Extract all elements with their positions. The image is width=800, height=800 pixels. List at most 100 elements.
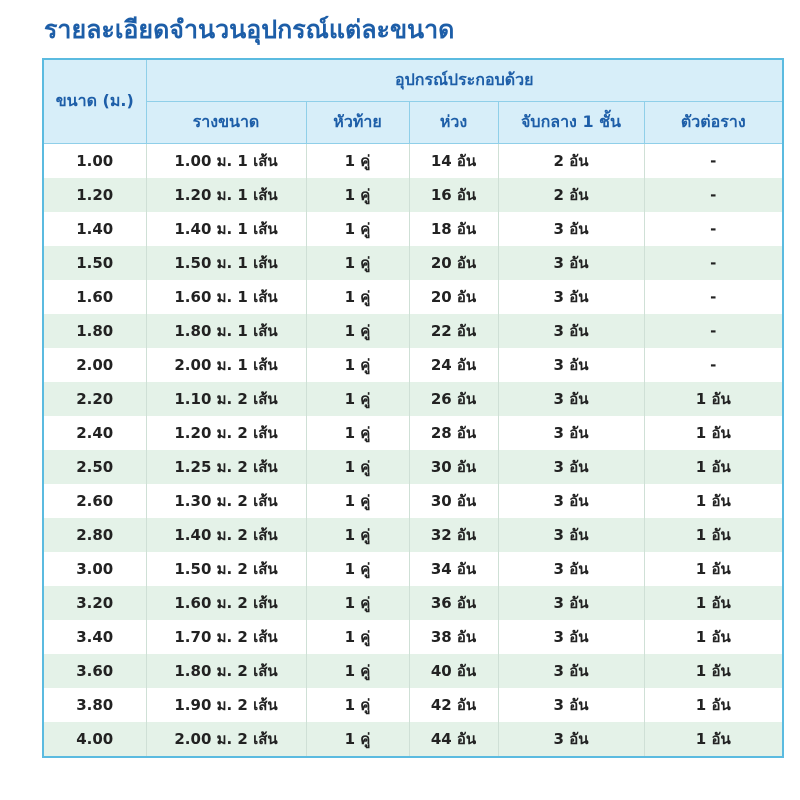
table-cell: 24 อัน	[408, 348, 498, 382]
table-cell: 4.00	[42, 722, 146, 757]
table-row: 3.80 1.90 ม. 2 เส้น 1 คู่ 42 อัน 3 อัน 1 อัน	[42, 688, 784, 722]
table-cell: 36 อัน	[408, 586, 498, 620]
table-row: 2.80 1.40 ม. 2 เส้น 1 คู่ 32 อัน 3 อัน 1 อัน	[42, 518, 784, 552]
table-cell: 3 อัน	[497, 722, 644, 757]
table-cell: 1.60	[42, 280, 146, 314]
table-row: 2.40 1.20 ม. 2 เส้น 1 คู่ 28 อัน 3 อัน 1 อัน	[42, 416, 784, 450]
table-cell: 1 อัน	[643, 586, 784, 620]
table-cell: 3.40	[42, 620, 146, 654]
table-cell: 1 คู่	[305, 212, 409, 246]
table-cell: 2.60	[42, 484, 146, 518]
table-cell: -	[643, 348, 784, 382]
table-cell: 2.00	[42, 348, 146, 382]
table-cell: 1 คู่	[305, 450, 409, 484]
table-row: 1.80 1.80 ม. 1 เส้น 1 คู่ 22 อัน 3 อัน -	[42, 314, 784, 348]
table-cell: 1 คู่	[305, 382, 409, 416]
table-row: 1.50 1.50 ม. 1 เส้น 1 คู่ 20 อัน 3 อัน -	[42, 246, 784, 280]
table-cell: 1 อัน	[643, 382, 784, 416]
title: รายละเอียดจำนวนอุปกรณ์แต่ละขนาด	[44, 15, 455, 44]
table-cell: 20 อัน	[408, 280, 498, 314]
table-cell: 1.50	[42, 246, 146, 280]
table-cell: 18 อัน	[408, 212, 498, 246]
table-cell: 3.80	[42, 688, 146, 722]
table-cell: 2.00 ม. 2 เส้น	[145, 722, 306, 757]
column-header: จับกลาง 1 ชั้น	[497, 101, 645, 144]
table-cell: 1.10 ม. 2 เส้น	[145, 382, 306, 416]
table-cell: 3 อัน	[497, 246, 644, 280]
table-cell: 28 อัน	[408, 416, 498, 450]
table-cell: 1 คู่	[305, 688, 409, 722]
table-cell: 1 อัน	[643, 416, 784, 450]
table-row: 2.50 1.25 ม. 2 เส้น 1 คู่ 30 อัน 3 อัน 1 อัน	[42, 450, 784, 484]
table-cell: 2 อัน	[497, 143, 644, 178]
table-cell: -	[643, 246, 784, 280]
subheader-row: รางขนาด หัวท้าย ห่วง จับกลาง 1 ชั้น ตัวต่อรา…	[43, 101, 784, 144]
table-row: 1.40 1.40 ม. 1 เส้น 1 คู่ 18 อัน 3 อัน -	[42, 212, 784, 246]
table-cell: 1 คู่	[305, 178, 409, 212]
table-cell: 1.20	[42, 178, 146, 212]
table-cell: 16 อัน	[408, 178, 498, 212]
table-cell: 1 คู่	[305, 280, 409, 314]
table-cell: 1.40	[42, 212, 146, 246]
table-cell: 3 อัน	[497, 620, 644, 654]
table-cell: 2 อัน	[497, 178, 644, 212]
table-row: 3.20 1.60 ม. 2 เส้น 1 คู่ 36 อัน 3 อัน 1 อัน	[42, 586, 784, 620]
table-cell: 1.30 ม. 2 เส้น	[145, 484, 306, 518]
table-cell: 1 อัน	[643, 552, 784, 586]
table-cell: 3 อัน	[497, 654, 644, 688]
table-cell: 1 อัน	[643, 722, 784, 757]
column-header: ห่วง	[408, 101, 499, 144]
table-cell: 1.50 ม. 1 เส้น	[145, 246, 306, 280]
table-cell: 3.20	[42, 586, 146, 620]
table-cell: 1 อัน	[643, 654, 784, 688]
group-header: อุปกรณ์ประกอบด้วย	[145, 58, 784, 102]
table-row: 2.60 1.30 ม. 2 เส้น 1 คู่ 30 อัน 3 อัน 1 อัน	[42, 484, 784, 518]
table-cell: 3 อัน	[497, 416, 644, 450]
table-cell: 1 คู่	[305, 348, 409, 382]
table-cell: 1 อัน	[643, 484, 784, 518]
table-cell: 1 คู่	[305, 518, 409, 552]
table-cell: 3 อัน	[497, 450, 644, 484]
table-cell: 2.40	[42, 416, 146, 450]
table-cell: 2.00 ม. 1 เส้น	[145, 348, 306, 382]
table-row: 3.60 1.80 ม. 2 เส้น 1 คู่ 40 อัน 3 อัน 1 อัน	[42, 654, 784, 688]
table-cell: 1.60 ม. 1 เส้น	[145, 280, 306, 314]
table-cell: 3 อัน	[497, 552, 644, 586]
table-cell: 34 อัน	[408, 552, 498, 586]
size-header: ขนาด (ม.)	[42, 58, 147, 144]
table-cell: 26 อัน	[408, 382, 498, 416]
table-cell: 14 อัน	[408, 143, 498, 178]
table-cell: 1 อัน	[643, 688, 784, 722]
table-row: 1.20 1.20 ม. 1 เส้น 1 คู่ 16 อัน 2 อัน -	[42, 178, 784, 212]
table-cell: 40 อัน	[408, 654, 498, 688]
column-header: ตัวต่อราง	[643, 101, 784, 144]
table-cell: 44 อัน	[408, 722, 498, 757]
table-row: 3.40 1.70 ม. 2 เส้น 1 คู่ 38 อัน 3 อัน 1 อัน	[42, 620, 784, 654]
table-cell: -	[643, 143, 784, 178]
table-cell: 3.00	[42, 552, 146, 586]
table-row: 2.00 2.00 ม. 1 เส้น 1 คู่ 24 อัน 3 อัน -	[42, 348, 784, 382]
table-cell: 1 คู่	[305, 143, 409, 178]
table-cell: 1 อัน	[643, 450, 784, 484]
table-row: 2.20 1.10 ม. 2 เส้น 1 คู่ 26 อัน 3 อัน 1 อัน	[42, 382, 784, 416]
table-cell: 30 อัน	[408, 484, 498, 518]
table-cell: 3 อัน	[497, 382, 644, 416]
table-cell: 3 อัน	[497, 688, 644, 722]
table-cell: 3 อัน	[497, 518, 644, 552]
table-cell: 1 คู่	[305, 484, 409, 518]
table-cell: 1 คู่	[305, 552, 409, 586]
table-cell: -	[643, 280, 784, 314]
table-cell: 1.60 ม. 2 เส้น	[145, 586, 306, 620]
table-cell: 1 คู่	[305, 586, 409, 620]
table-header: ขนาด (ม.) อุปกรณ์ประกอบด้วย รางขนาด หัวท้…	[42, 58, 784, 144]
table-cell: 22 อัน	[408, 314, 498, 348]
table-cell: 1 คู่	[305, 654, 409, 688]
table-cell: 1 อัน	[643, 620, 784, 654]
table-cell: 1 คู่	[305, 620, 409, 654]
table-cell: 2.20	[42, 382, 146, 416]
table-cell: 42 อัน	[408, 688, 498, 722]
table-cell: 1.80 ม. 1 เส้น	[145, 314, 306, 348]
table-cell: 1.00	[42, 143, 146, 178]
table-cell: 3.60	[42, 654, 146, 688]
